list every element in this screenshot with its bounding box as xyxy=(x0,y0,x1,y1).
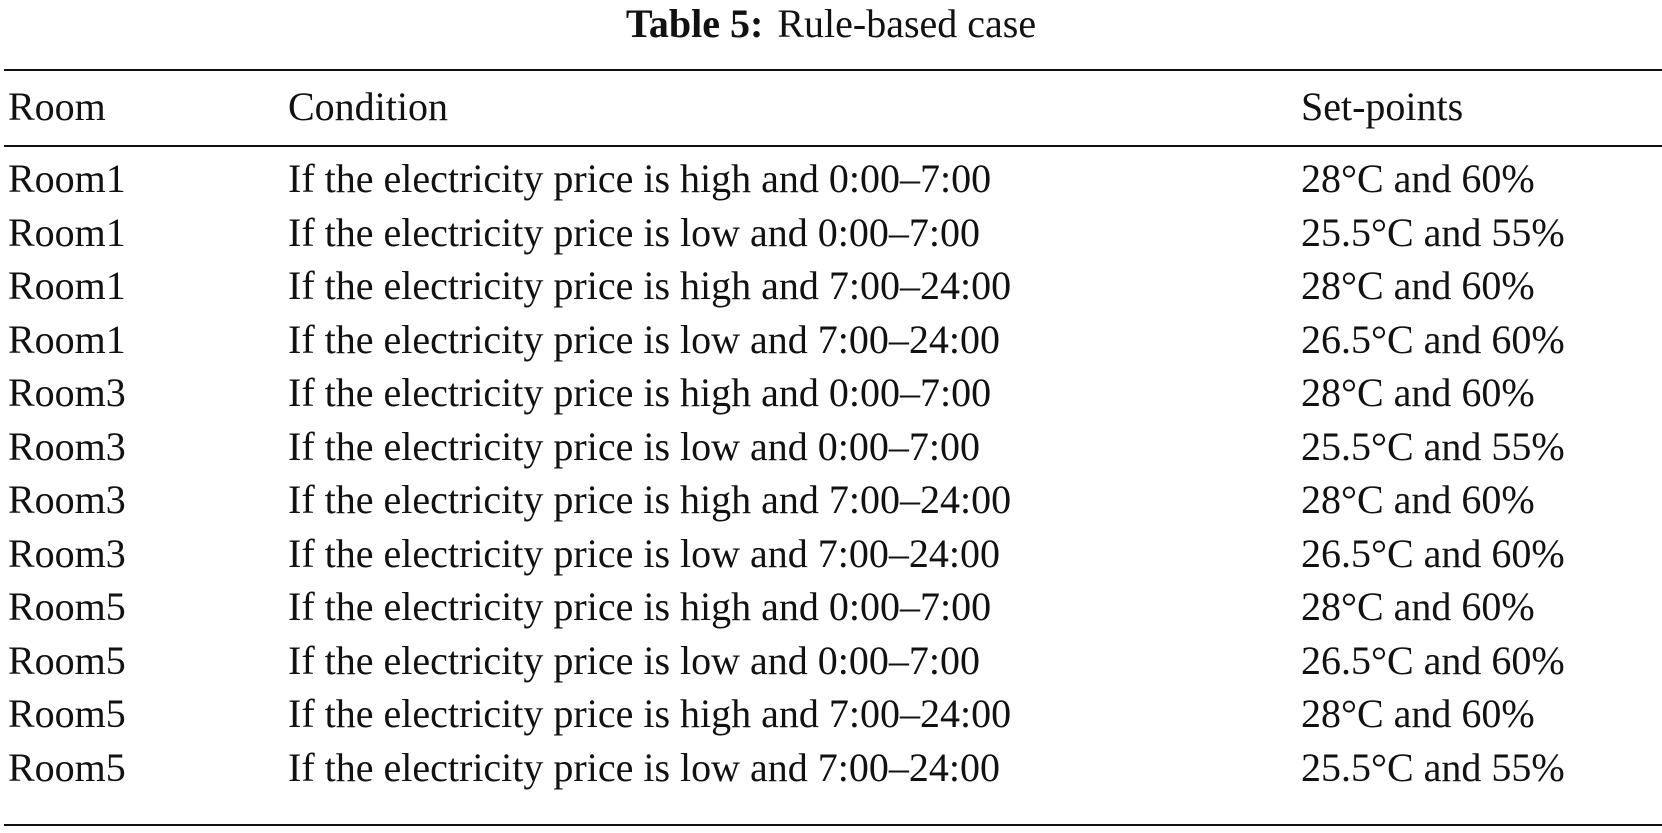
cell-room: Room1 xyxy=(8,209,126,255)
table-title: Rule-based case xyxy=(777,1,1037,46)
table-row: Room3 If the electricity price is high a… xyxy=(8,366,1641,420)
table-row: Room3 If the electricity price is low an… xyxy=(8,420,1641,474)
cell-condition: If the electricity price is low and 7:00… xyxy=(288,744,1001,790)
header-rule xyxy=(4,145,1662,147)
cell-room: Room1 xyxy=(8,263,126,309)
cell-set-points: 28°C and 60% xyxy=(1301,370,1535,416)
cell-condition: If the electricity price is high and 7:0… xyxy=(288,263,1012,309)
cell-room: Room5 xyxy=(8,691,126,737)
header-room: Room xyxy=(8,83,106,129)
table-label: Table 5: xyxy=(625,1,764,46)
cell-condition: If the electricity price is low and 0:00… xyxy=(288,209,981,255)
cell-room: Room3 xyxy=(8,477,126,523)
cell-set-points: 28°C and 60% xyxy=(1301,691,1535,737)
cell-room: Room3 xyxy=(8,423,126,469)
cell-room: Room3 xyxy=(8,530,126,576)
cell-condition: If the electricity price is high and 0:0… xyxy=(288,370,992,416)
cell-set-points: 26.5°C and 60% xyxy=(1301,637,1565,683)
table-caption: Table 5: Rule-based case xyxy=(0,0,1662,48)
cell-room: Room5 xyxy=(8,744,126,790)
cell-set-points: 25.5°C and 55% xyxy=(1301,209,1565,255)
cell-condition: If the electricity price is high and 7:0… xyxy=(288,477,1012,523)
cell-condition: If the electricity price is high and 0:0… xyxy=(288,156,992,202)
table-row: Room5 If the electricity price is high a… xyxy=(8,580,1641,634)
header-condition: Condition xyxy=(288,83,449,129)
cell-set-points: 26.5°C and 60% xyxy=(1301,530,1565,576)
bottom-rule xyxy=(4,824,1662,826)
cell-condition: If the electricity price is high and 0:0… xyxy=(288,584,992,630)
table-row: Room1 If the electricity price is high a… xyxy=(8,259,1641,313)
cell-room: Room5 xyxy=(8,637,126,683)
header-set-points: Set-points xyxy=(1301,83,1464,129)
cell-room: Room1 xyxy=(8,156,126,202)
cell-condition: If the electricity price is low and 7:00… xyxy=(288,530,1001,576)
rule-based-table: Room Condition Set-points Room1 If the e… xyxy=(8,72,1641,794)
cell-condition: If the electricity price is low and 0:00… xyxy=(288,637,981,683)
top-rule xyxy=(4,69,1662,71)
cell-room: Room1 xyxy=(8,316,126,362)
cell-room: Room3 xyxy=(8,370,126,416)
table-row: Room1 If the electricity price is low an… xyxy=(8,313,1641,367)
cell-set-points: 25.5°C and 55% xyxy=(1301,423,1565,469)
table-row: Room5 If the electricity price is high a… xyxy=(8,687,1641,741)
table-row: Room5 If the electricity price is low an… xyxy=(8,741,1641,795)
cell-set-points: 26.5°C and 60% xyxy=(1301,316,1565,362)
cell-set-points: 28°C and 60% xyxy=(1301,263,1535,309)
cell-set-points: 28°C and 60% xyxy=(1301,156,1535,202)
cell-set-points: 28°C and 60% xyxy=(1301,584,1535,630)
cell-condition: If the electricity price is low and 0:00… xyxy=(288,423,981,469)
table-row: Room1 If the electricity price is low an… xyxy=(8,206,1641,260)
header-row: Room Condition Set-points xyxy=(8,72,1641,140)
cell-room: Room5 xyxy=(8,584,126,630)
table-row: Room3 If the electricity price is low an… xyxy=(8,527,1641,581)
cell-set-points: 25.5°C and 55% xyxy=(1301,744,1565,790)
table-row: Room1 If the electricity price is high a… xyxy=(8,140,1641,206)
table-row: Room3 If the electricity price is high a… xyxy=(8,473,1641,527)
cell-condition: If the electricity price is low and 7:00… xyxy=(288,316,1001,362)
cell-condition: If the electricity price is high and 7:0… xyxy=(288,691,1012,737)
table-row: Room5 If the electricity price is low an… xyxy=(8,634,1641,688)
cell-set-points: 28°C and 60% xyxy=(1301,477,1535,523)
